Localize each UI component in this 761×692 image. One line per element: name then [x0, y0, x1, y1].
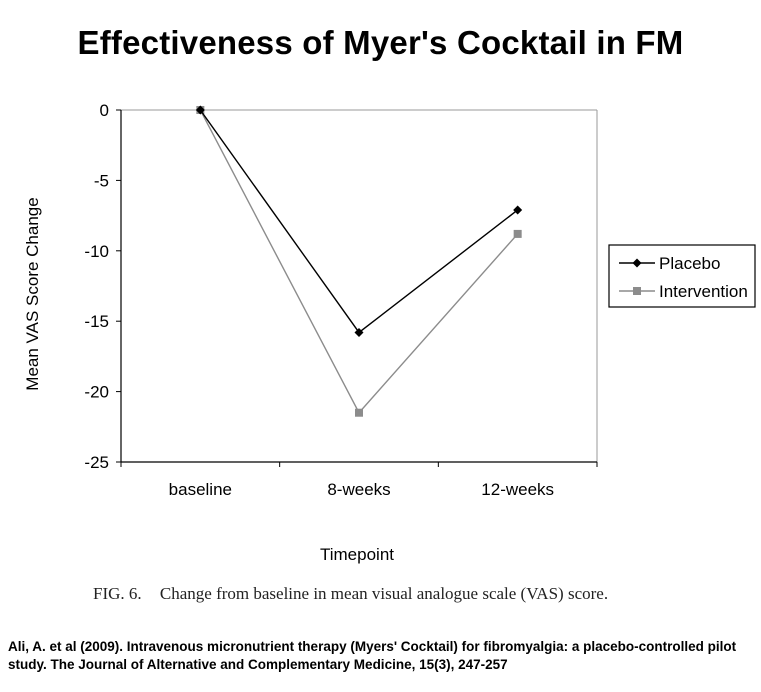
y-tick-label: -25: [84, 453, 109, 472]
placebo-point: [195, 105, 205, 115]
chart-title: Effectiveness of Myer's Cocktail in FM: [77, 24, 684, 61]
x-tick-label: baseline: [169, 480, 232, 499]
y-tick-label: -10: [84, 242, 109, 261]
legend-label: Placebo: [659, 254, 720, 273]
line-chart: 0-5-10-15-20-25 baseline 8-weeks 12-weeks …: [23, 101, 756, 564]
x-axis-label: Timepoint: [320, 545, 394, 564]
legend-label: Intervention: [659, 282, 748, 301]
x-tick-label: 12-weeks: [481, 480, 554, 499]
y-tick-label: -20: [84, 383, 109, 402]
y-tick-label: 0: [100, 101, 109, 120]
intervention-point: [355, 408, 363, 417]
legend-box: [608, 244, 756, 308]
series-placebo: [195, 105, 523, 337]
figure-label: FIG. 6.: [93, 584, 142, 603]
figure-caption-text: Change from baseline in mean visual anal…: [159, 584, 609, 603]
legend: Placebo Intervention: [608, 244, 756, 308]
y-axis-label: Mean VAS Score Change: [23, 197, 42, 390]
placebo-point: [632, 258, 642, 268]
x-tick-label: 8-weeks: [327, 480, 390, 499]
y-tick-label: -15: [84, 312, 109, 331]
intervention-point: [513, 229, 522, 238]
series-intervention: [196, 106, 522, 417]
intervention-line: [199, 109, 519, 414]
placebo-point: [354, 327, 364, 337]
placebo-point: [513, 205, 523, 215]
y-tick-label: -5: [94, 171, 109, 190]
intervention-point: [633, 287, 641, 295]
figure-caption: FIG. 6. Change from baseline in mean vis…: [93, 584, 608, 604]
placebo-line: [199, 109, 519, 334]
citation: Ali, A. et al (2009). Intravenous micron…: [8, 639, 737, 672]
